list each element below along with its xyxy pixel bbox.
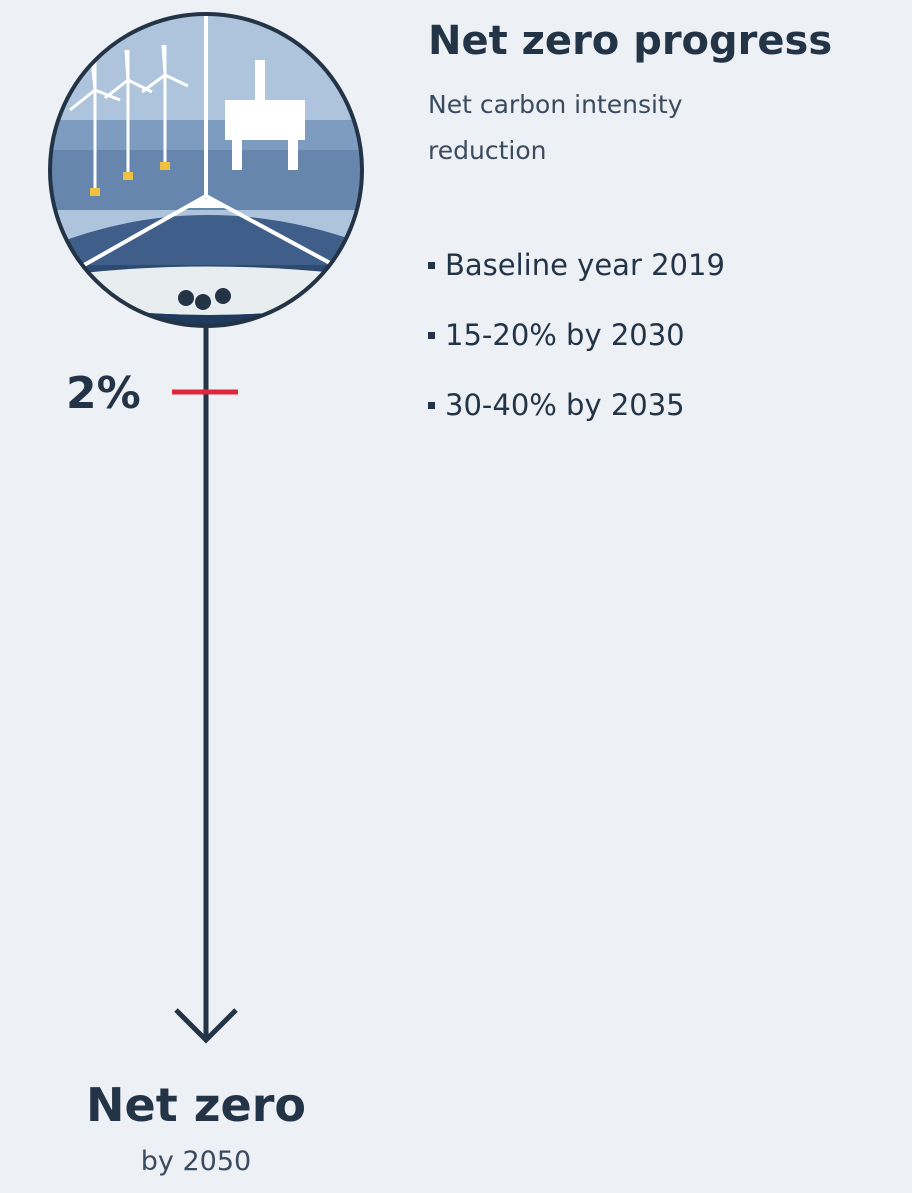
title: Net zero progress <box>428 18 833 64</box>
bullet-marker <box>428 261 435 269</box>
bullet: Baseline year 2019 <box>428 230 725 300</box>
bullet-text: Baseline year 2019 <box>445 248 725 282</box>
subtitle: Net carbon intensity reduction <box>428 90 683 165</box>
bullet-list: Baseline year 2019 15-20% by 2030 30-40% b… <box>428 230 725 440</box>
goal-subtitle: by 2050 <box>140 1146 252 1177</box>
progress-label: 2% <box>66 368 141 419</box>
energy-icon <box>50 14 362 326</box>
goal-title: Net zero <box>86 1078 306 1132</box>
bullet-marker <box>428 331 435 339</box>
bullet: 30-40% by 2035 <box>428 370 725 440</box>
bullet-text: 30-40% by 2035 <box>445 388 685 422</box>
bullet-marker <box>428 401 435 409</box>
bullet-text: 15-20% by 2030 <box>445 318 685 352</box>
arrowhead <box>174 1008 238 1044</box>
bullet: 15-20% by 2030 <box>428 300 725 370</box>
